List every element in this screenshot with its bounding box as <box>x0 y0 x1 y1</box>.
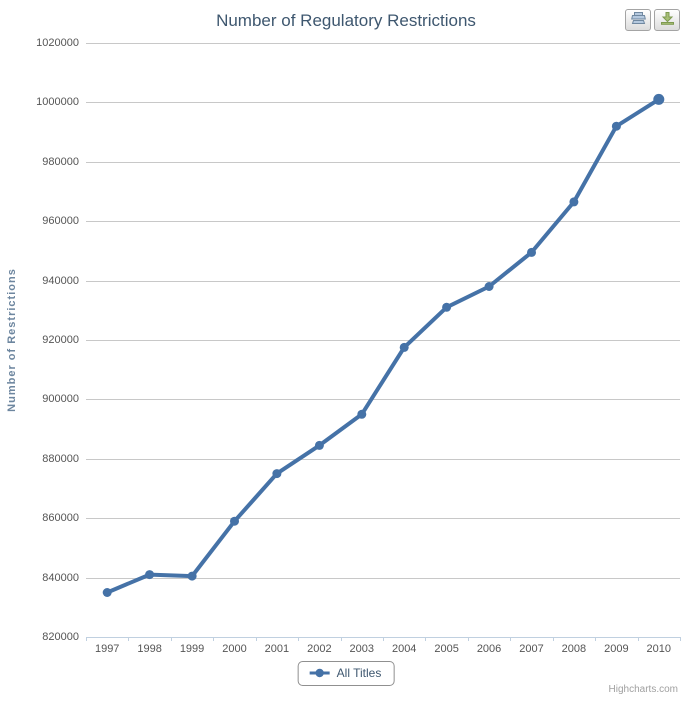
highcharts-credits-link[interactable]: Highcharts.com <box>608 684 678 695</box>
x-axis-tick-label: 1998 <box>137 643 162 655</box>
chart-title: Number of Regulatory Restrictions <box>216 11 476 30</box>
print-icon <box>630 12 646 28</box>
data-point[interactable] <box>484 282 494 291</box>
x-axis-tick-label: 2001 <box>264 643 290 655</box>
data-point[interactable] <box>230 516 239 526</box>
data-point[interactable] <box>527 247 536 257</box>
data-point[interactable] <box>145 570 155 580</box>
data-point[interactable] <box>272 469 282 479</box>
y-axis-tick-label: 940000 <box>42 274 79 287</box>
y-axis-tick-label: 960000 <box>42 215 79 228</box>
x-axis-tick-label: 2003 <box>349 643 375 655</box>
legend-item-label: All Titles <box>336 666 382 680</box>
y-axis-tick-label: 1020000 <box>36 37 79 49</box>
x-axis-tick-label: 2009 <box>604 643 629 655</box>
data-point[interactable] <box>314 440 324 450</box>
x-axis-tick-label: 2004 <box>391 643 417 655</box>
data-point[interactable] <box>569 197 579 207</box>
y-axis-tick-label: 980000 <box>42 155 79 168</box>
x-axis-tick-label: 2002 <box>307 643 332 655</box>
data-point[interactable] <box>357 409 367 419</box>
y-axis-tick-label: 920000 <box>42 334 79 346</box>
print-chart-button[interactable] <box>625 9 651 31</box>
legend-item-all-titles[interactable]: All Titles <box>297 661 395 686</box>
x-axis-tick-label: 2010 <box>646 643 672 655</box>
x-axis-tick-label: 2005 <box>434 643 459 655</box>
data-point[interactable] <box>653 93 665 105</box>
y-axis-tick-label: 900000 <box>42 393 79 406</box>
y-axis-tick-label: 860000 <box>42 512 79 525</box>
x-axis-tick-label: 2008 <box>561 643 587 655</box>
x-axis-tick-label: 2006 <box>476 643 502 655</box>
series-line-all-titles <box>105 97 661 595</box>
x-axis-tick-label: 1999 <box>179 643 205 655</box>
y-axis-tick-label: 820000 <box>42 631 79 643</box>
y-axis-tick-label: 1000000 <box>36 96 79 109</box>
data-point[interactable] <box>399 342 409 352</box>
x-axis-tick-label: 1997 <box>94 643 120 655</box>
download-icon <box>660 12 674 28</box>
data-point[interactable] <box>102 588 112 597</box>
legend-series-marker-icon <box>309 668 331 678</box>
download-chart-button[interactable] <box>654 9 680 31</box>
data-point[interactable] <box>442 302 452 312</box>
x-axis-tick-label: 2000 <box>222 643 247 655</box>
data-point[interactable] <box>187 571 197 581</box>
data-point[interactable] <box>611 121 621 131</box>
export-toolbar <box>625 9 680 31</box>
y-axis-tick-label: 880000 <box>42 452 79 465</box>
y-axis-tick-label: 840000 <box>42 571 79 584</box>
x-axis-tick-label: 2007 <box>519 643 544 655</box>
